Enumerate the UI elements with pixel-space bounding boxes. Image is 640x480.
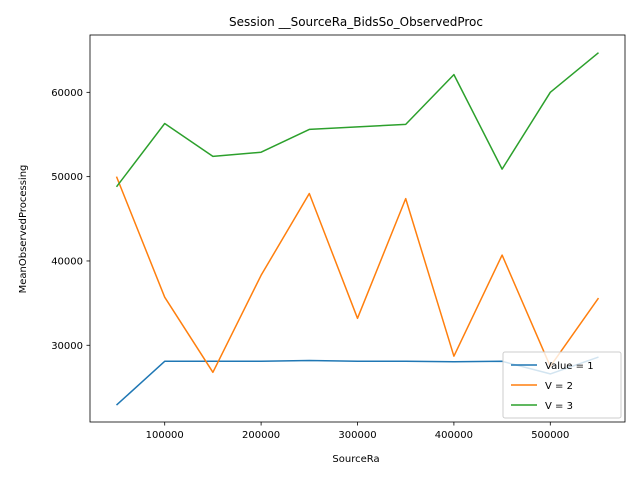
legend-label-3: V = 3 — [545, 401, 573, 412]
axes: 100000 200000 300000 400000 500000 30000 40000… — [51, 34, 626, 441]
x-tick-label: 300000 — [338, 430, 376, 441]
x-tick-label: 200000 — [242, 430, 280, 441]
x-tick-label: 100000 — [146, 430, 184, 441]
x-tick-label: 400000 — [435, 430, 473, 441]
legend: Value = 1 V = 2 V = 3 — [502, 351, 622, 419]
y-tick-label: 30000 — [51, 341, 83, 352]
y-tick-label: 40000 — [51, 256, 83, 267]
x-axis-label: SourceRa — [332, 454, 379, 465]
legend-label-1: Value = 1 — [545, 361, 594, 372]
chart-title: Session __SourceRa_BidsSo_ObservedProc — [229, 15, 483, 29]
legend-box — [502, 351, 622, 419]
series-line-2 — [115, 176, 600, 374]
legend-label-2: V = 2 — [545, 381, 573, 392]
y-axis-label: MeanObservedProcessing — [18, 165, 29, 294]
y-tick-label: 50000 — [51, 172, 83, 183]
x-tick-label: 500000 — [531, 430, 569, 441]
y-tick-label: 60000 — [51, 88, 83, 99]
series-line-3 — [115, 52, 599, 188]
